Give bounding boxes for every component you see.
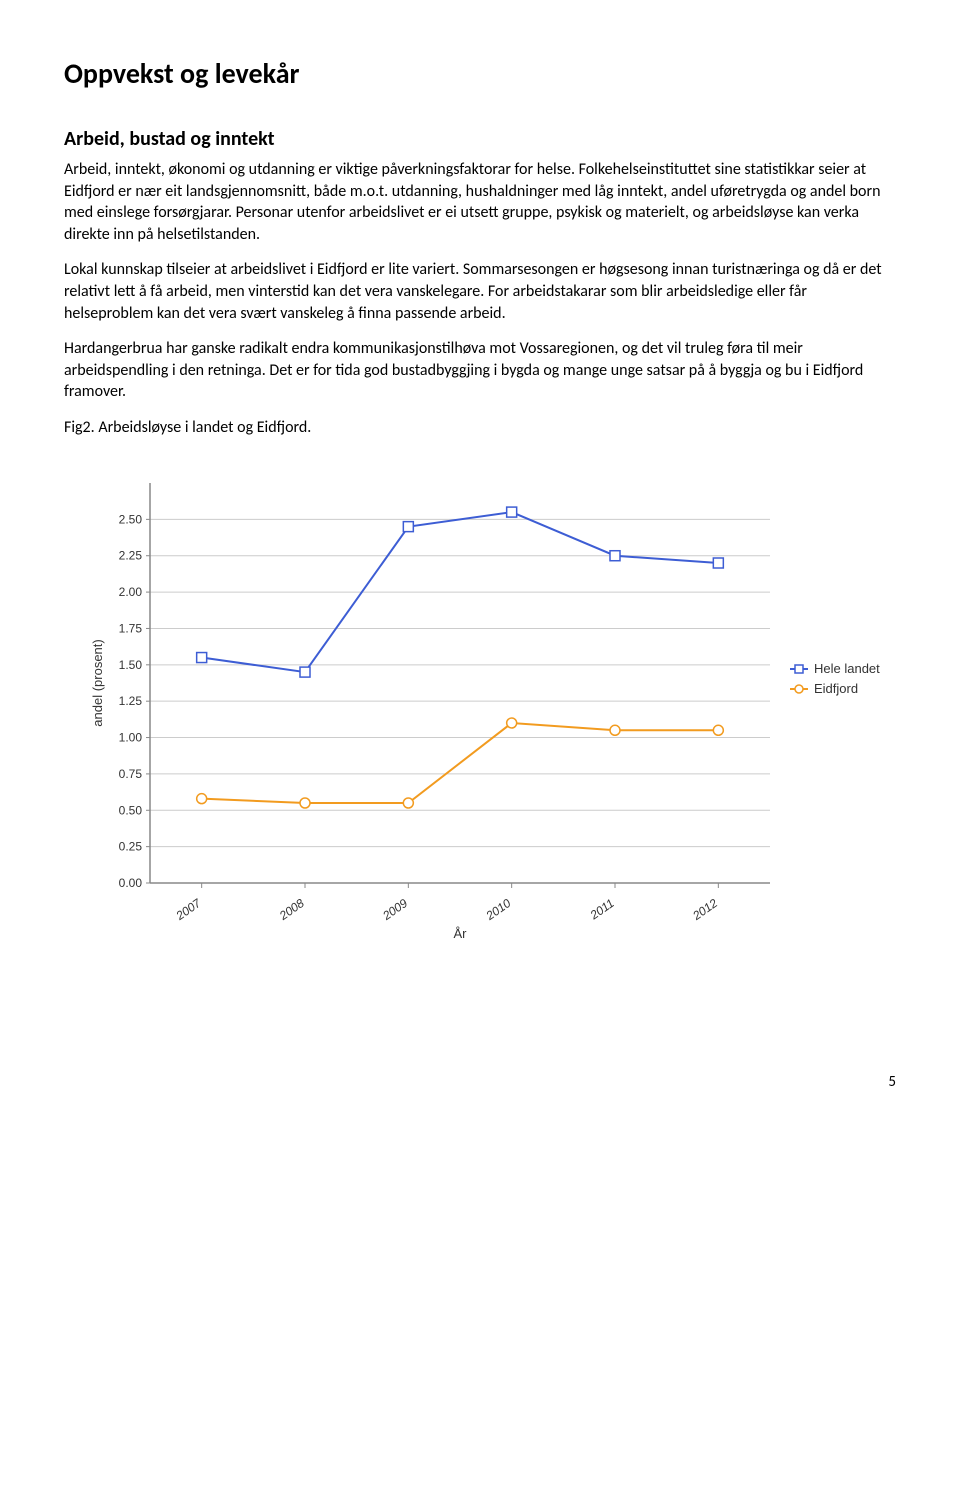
figure-caption: Fig2. Arbeidsløyse i landet og Eidfjord. [64, 417, 896, 439]
section-heading: Arbeid, bustad og inntekt [64, 127, 896, 151]
svg-text:År: År [454, 926, 468, 941]
page-title: Oppvekst og levekår [64, 56, 896, 91]
svg-text:2011: 2011 [587, 896, 617, 923]
body-paragraph: Arbeid, inntekt, økonomi og utdanning er… [64, 159, 896, 245]
svg-text:Eidfjord: Eidfjord [814, 681, 858, 696]
unemployment-chart: 0.00 0.25 0.50 0.75 1.00 1.25 1.50 1.75 2.00 2.25… [70, 463, 890, 983]
svg-text:2.00: 2.00 [119, 585, 143, 599]
svg-text:1.00: 1.00 [119, 730, 143, 744]
svg-text:2.50: 2.50 [119, 512, 143, 526]
chart-container: 0.00 0.25 0.50 0.75 1.00 1.25 1.50 1.75 2.00 2.25… [64, 463, 896, 983]
svg-text:1.75: 1.75 [119, 621, 143, 635]
page-number: 5 [64, 1073, 896, 1091]
svg-text:andel (prosent): andel (prosent) [90, 639, 105, 726]
svg-text:0.50: 0.50 [119, 803, 143, 817]
body-paragraph: Hardangerbrua har ganske radikalt endra … [64, 338, 896, 403]
svg-text:2012: 2012 [689, 895, 720, 923]
svg-text:Hele landet: Hele landet [814, 661, 880, 676]
svg-text:1.25: 1.25 [119, 694, 143, 708]
svg-text:2009: 2009 [379, 895, 410, 923]
svg-text:2.25: 2.25 [119, 548, 143, 562]
svg-text:0.75: 0.75 [119, 766, 143, 780]
body-paragraph: Lokal kunnskap tilseier at arbeidslivet … [64, 259, 896, 324]
svg-text:2008: 2008 [276, 895, 307, 923]
svg-text:0.25: 0.25 [119, 839, 143, 853]
svg-text:0.00: 0.00 [119, 876, 143, 890]
svg-text:2007: 2007 [173, 895, 205, 923]
svg-text:2010: 2010 [483, 895, 514, 923]
svg-text:1.50: 1.50 [119, 657, 143, 671]
